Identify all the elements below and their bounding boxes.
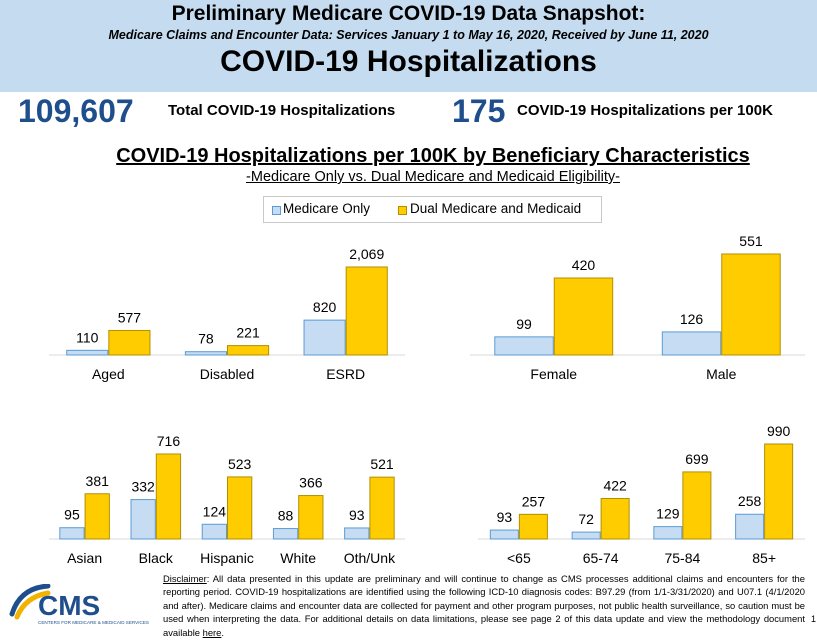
total-hospitalizations-label: Total COVID-19 Hospitalizations <box>168 102 396 119</box>
data-label: 78 <box>198 331 214 347</box>
data-label: 523 <box>228 456 252 472</box>
bar-dual-female <box>553 277 614 356</box>
bar-medicare-only--65 <box>489 529 519 540</box>
data-label: 93 <box>497 509 513 525</box>
category-label: 75-84 <box>664 550 700 566</box>
section-title: COVID-19 Hospitalizations per 100K by Be… <box>116 145 750 167</box>
cms-logo-tagline: CENTERS FOR MEDICARE & MEDICAID SERVICES <box>38 620 149 625</box>
data-label: 72 <box>578 511 594 527</box>
category-label: ESRD <box>326 366 365 382</box>
header-subtitle: Medicare Claims and Encounter Data: Serv… <box>108 28 709 42</box>
data-label: 93 <box>349 507 365 523</box>
header-banner: Preliminary Medicare COVID-19 Data Snaps… <box>0 0 817 92</box>
cms-logo: CMS CENTERS FOR MEDICARE & MEDICAID SERV… <box>9 584 149 625</box>
data-label: 577 <box>118 309 142 325</box>
bar-dual-hispanic <box>227 476 253 540</box>
cms-logo-text: CMS <box>38 590 100 621</box>
header-title: Preliminary Medicare COVID-19 Data Snaps… <box>171 2 646 25</box>
category-label: Disabled <box>200 366 254 382</box>
bar-dual-85- <box>764 443 794 540</box>
medicare-only-swatch <box>272 206 281 215</box>
chart-panel-4: 93 257 <65 72 422 65-74 129 699 75-84 258 990 85+ <box>478 423 805 566</box>
category-label: 85+ <box>752 550 776 566</box>
bar-medicare-only-disabled <box>184 351 228 356</box>
bar-medicare-only-oth-unk <box>344 527 370 540</box>
bar-medicare-only-75-84 <box>653 526 683 540</box>
bar-dual-black <box>155 453 182 540</box>
page-number: 1 <box>811 614 817 624</box>
bar-medicare-only-asian <box>59 527 85 540</box>
bar-dual-aged <box>108 329 151 356</box>
bar-dual-white <box>298 495 324 540</box>
total-hospitalizations-value: 109,607 <box>18 93 134 129</box>
dual-swatch <box>398 206 407 215</box>
data-label: 332 <box>131 479 155 495</box>
disclaimer: Disclaimer: All data presented in this u… <box>163 572 805 639</box>
bar-medicare-only-esrd <box>303 319 346 356</box>
data-label: 420 <box>572 257 596 273</box>
category-label: <65 <box>507 550 531 566</box>
rate-per-100k-label: COVID-19 Hospitalizations per 100K <box>517 102 773 119</box>
data-label: 126 <box>680 311 704 327</box>
data-label: 129 <box>656 506 680 522</box>
disclaimer-end: . <box>221 626 224 638</box>
data-label: 2,069 <box>349 246 384 262</box>
data-label: 221 <box>236 325 260 341</box>
legend-dual: Dual Medicare and Medicaid <box>410 201 582 216</box>
category-label: Female <box>530 366 577 382</box>
bar-medicare-only-white <box>272 528 299 540</box>
bar-dual-male <box>721 253 781 356</box>
bar-dual-oth-unk <box>369 476 395 540</box>
category-label: Black <box>139 550 174 566</box>
bar-medicare-only-black <box>130 499 156 540</box>
data-label: 257 <box>522 493 546 509</box>
bar-medicare-only-male <box>661 331 722 356</box>
bar-medicare-only-hispanic <box>201 523 227 540</box>
data-label: 422 <box>603 478 627 494</box>
data-label: 716 <box>157 433 181 449</box>
category-label: Asian <box>67 550 102 566</box>
data-label: 820 <box>313 299 337 315</box>
data-label: 990 <box>767 423 791 439</box>
category-label: Oth/Unk <box>344 550 396 566</box>
data-label: 88 <box>278 508 294 524</box>
bar-dual-75-84 <box>682 471 712 540</box>
data-label: 110 <box>76 329 99 345</box>
data-label: 95 <box>64 507 80 523</box>
bar-medicare-only-female <box>494 336 554 356</box>
chart-panel-3: 95 381 Asian 332 716 Black 124 523 Hispanic 88 366… <box>49 433 405 566</box>
bar-dual-asian <box>84 493 110 540</box>
disclaimer-text: : All data presented in this update are … <box>163 573 805 638</box>
section-subtitle: -Medicare Only vs. Dual Medicare and Med… <box>246 169 620 185</box>
bar-dual--65 <box>518 513 548 540</box>
category-label: Hispanic <box>200 550 254 566</box>
category-label: 65-74 <box>583 550 619 566</box>
data-label: 124 <box>203 503 227 519</box>
page-title: COVID-19 Hospitalizations <box>220 45 597 78</box>
category-label: White <box>280 550 316 566</box>
category-label: Male <box>706 366 737 382</box>
bar-dual-65-74 <box>600 498 630 540</box>
chart-legend: Medicare Only Dual Medicare and Medicaid <box>263 196 602 223</box>
data-label: 699 <box>685 451 709 467</box>
data-label: 381 <box>86 473 110 489</box>
legend-medicare-only: Medicare Only <box>283 201 371 216</box>
bar-medicare-only-85- <box>735 513 765 540</box>
category-label: Aged <box>92 366 125 382</box>
methodology-link[interactable]: here <box>202 626 222 638</box>
bar-dual-esrd <box>345 266 388 356</box>
data-label: 258 <box>738 493 762 509</box>
disclaimer-label: Disclaimer <box>163 573 207 584</box>
data-label: 99 <box>516 316 532 332</box>
rate-per-100k-value: 175 <box>452 93 506 129</box>
bar-dual-disabled <box>227 345 270 356</box>
data-label: 366 <box>299 475 323 491</box>
data-label: 521 <box>370 456 394 472</box>
data-label: 551 <box>739 233 763 249</box>
bar-medicare-only-aged <box>66 349 109 356</box>
chart-panel-1: 110 577 Aged 78 221 Disabled 820 2,069 ESRD <box>49 246 405 382</box>
chart-panel-2: 99 420 Female 126 551 Male <box>470 233 805 382</box>
bar-medicare-only-65-74 <box>571 531 601 540</box>
